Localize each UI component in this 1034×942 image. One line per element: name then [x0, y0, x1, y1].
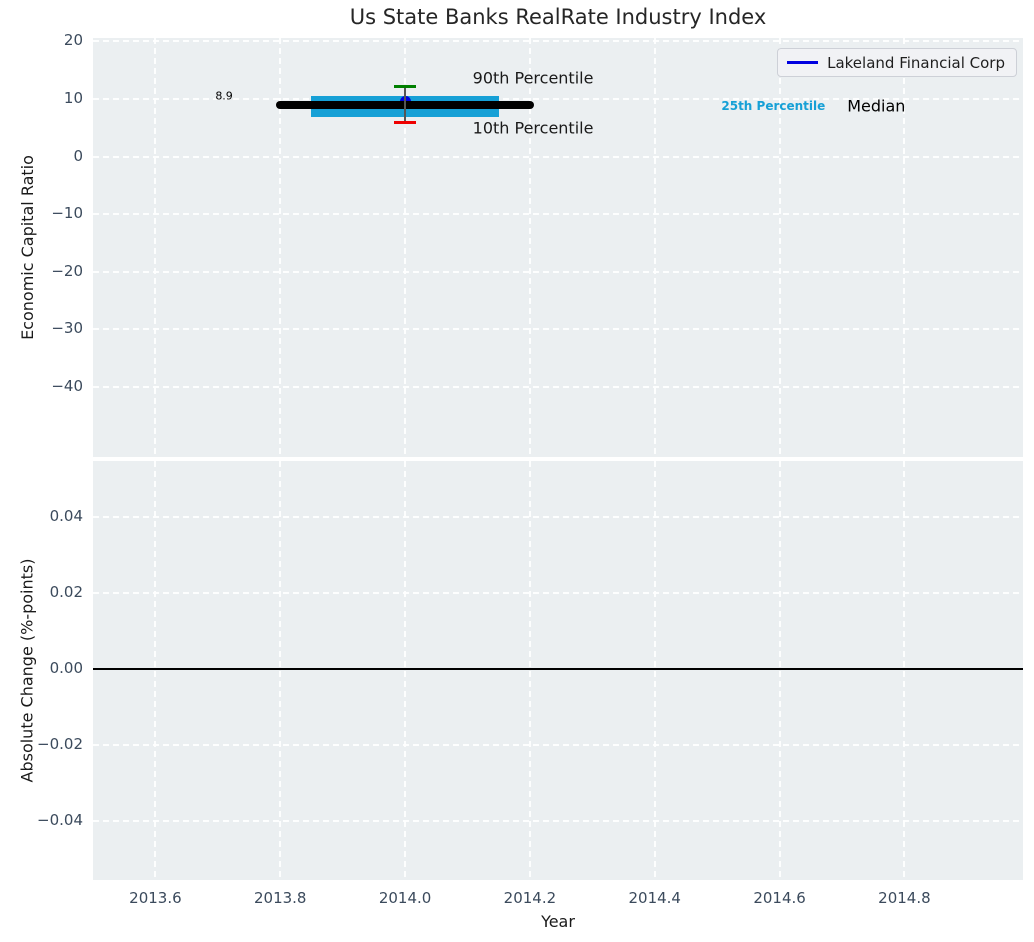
gridline-vertical	[903, 38, 906, 457]
y-tick-label: 0.04	[49, 507, 83, 526]
whisker-cap-10th	[393, 121, 417, 125]
annotation: 90th Percentile	[472, 68, 594, 88]
bottom-plot-area	[93, 461, 1023, 880]
y-tick-label: 10	[63, 89, 83, 107]
legend-label: Lakeland Financial Corp	[827, 53, 1005, 72]
gridline-vertical	[653, 461, 656, 880]
x-tick-label: 2014.6	[753, 889, 806, 907]
gridline-horizontal	[93, 743, 1023, 746]
gridline-vertical	[154, 38, 157, 457]
gridline-vertical	[903, 461, 906, 880]
top-y-axis-label: Economic Capital Ratio	[17, 155, 37, 340]
gridline-horizontal	[93, 592, 1023, 595]
gridline-vertical	[528, 38, 531, 457]
y-tick-label: −40	[51, 376, 83, 395]
legend-line-sample	[787, 61, 819, 64]
gridline-horizontal	[93, 328, 1023, 331]
gridline-vertical	[653, 38, 656, 457]
x-tick-label: 2013.8	[253, 889, 307, 907]
gridline-vertical	[528, 461, 531, 880]
legend: Lakeland Financial Corp	[777, 48, 1017, 77]
x-axis-label: Year	[541, 912, 575, 931]
gridline-horizontal	[93, 270, 1023, 273]
gridline-vertical	[279, 461, 282, 880]
zero-line	[93, 667, 1023, 670]
y-tick-label: 0.02	[49, 583, 83, 602]
annotation: 10th Percentile	[472, 118, 594, 138]
y-tick-label: −20	[51, 261, 83, 280]
gridline-horizontal	[93, 213, 1023, 216]
x-tick-label: 2014.8	[878, 889, 931, 907]
gridline-vertical	[154, 461, 157, 880]
gridline-vertical	[279, 38, 282, 457]
annotation: 8.9	[215, 89, 233, 103]
gridline-horizontal	[93, 385, 1023, 388]
annotation: 25th Percentile	[721, 98, 826, 113]
x-tick-label: 2014.2	[503, 889, 557, 907]
gridline-horizontal	[93, 40, 1023, 43]
gridline-horizontal	[93, 155, 1023, 158]
gridline-vertical	[404, 461, 407, 880]
y-tick-label: 0	[73, 146, 83, 165]
whisker-line	[404, 86, 406, 123]
whisker-cap-90th	[393, 84, 417, 88]
annotation: Median	[847, 96, 906, 116]
y-tick-label: 20	[63, 31, 83, 50]
gridline-vertical	[778, 38, 781, 457]
gridline-vertical	[404, 38, 407, 457]
x-tick-label: 2013.6	[129, 889, 182, 907]
y-tick-label: −30	[51, 319, 83, 338]
x-tick-label: 2014.0	[378, 889, 432, 907]
x-tick-label: 2014.4	[628, 889, 681, 907]
gridline-horizontal	[93, 819, 1023, 822]
y-tick-label: 0.00	[49, 658, 83, 677]
y-tick-label: −0.02	[37, 734, 83, 753]
chart-title: Us State Banks RealRate Industry Index	[349, 5, 767, 29]
gridline-horizontal	[93, 98, 1023, 100]
gridline-vertical	[778, 461, 781, 880]
y-tick-label: −0.04	[37, 810, 83, 829]
gridline-horizontal	[93, 516, 1023, 519]
y-tick-label: −10	[51, 204, 83, 223]
